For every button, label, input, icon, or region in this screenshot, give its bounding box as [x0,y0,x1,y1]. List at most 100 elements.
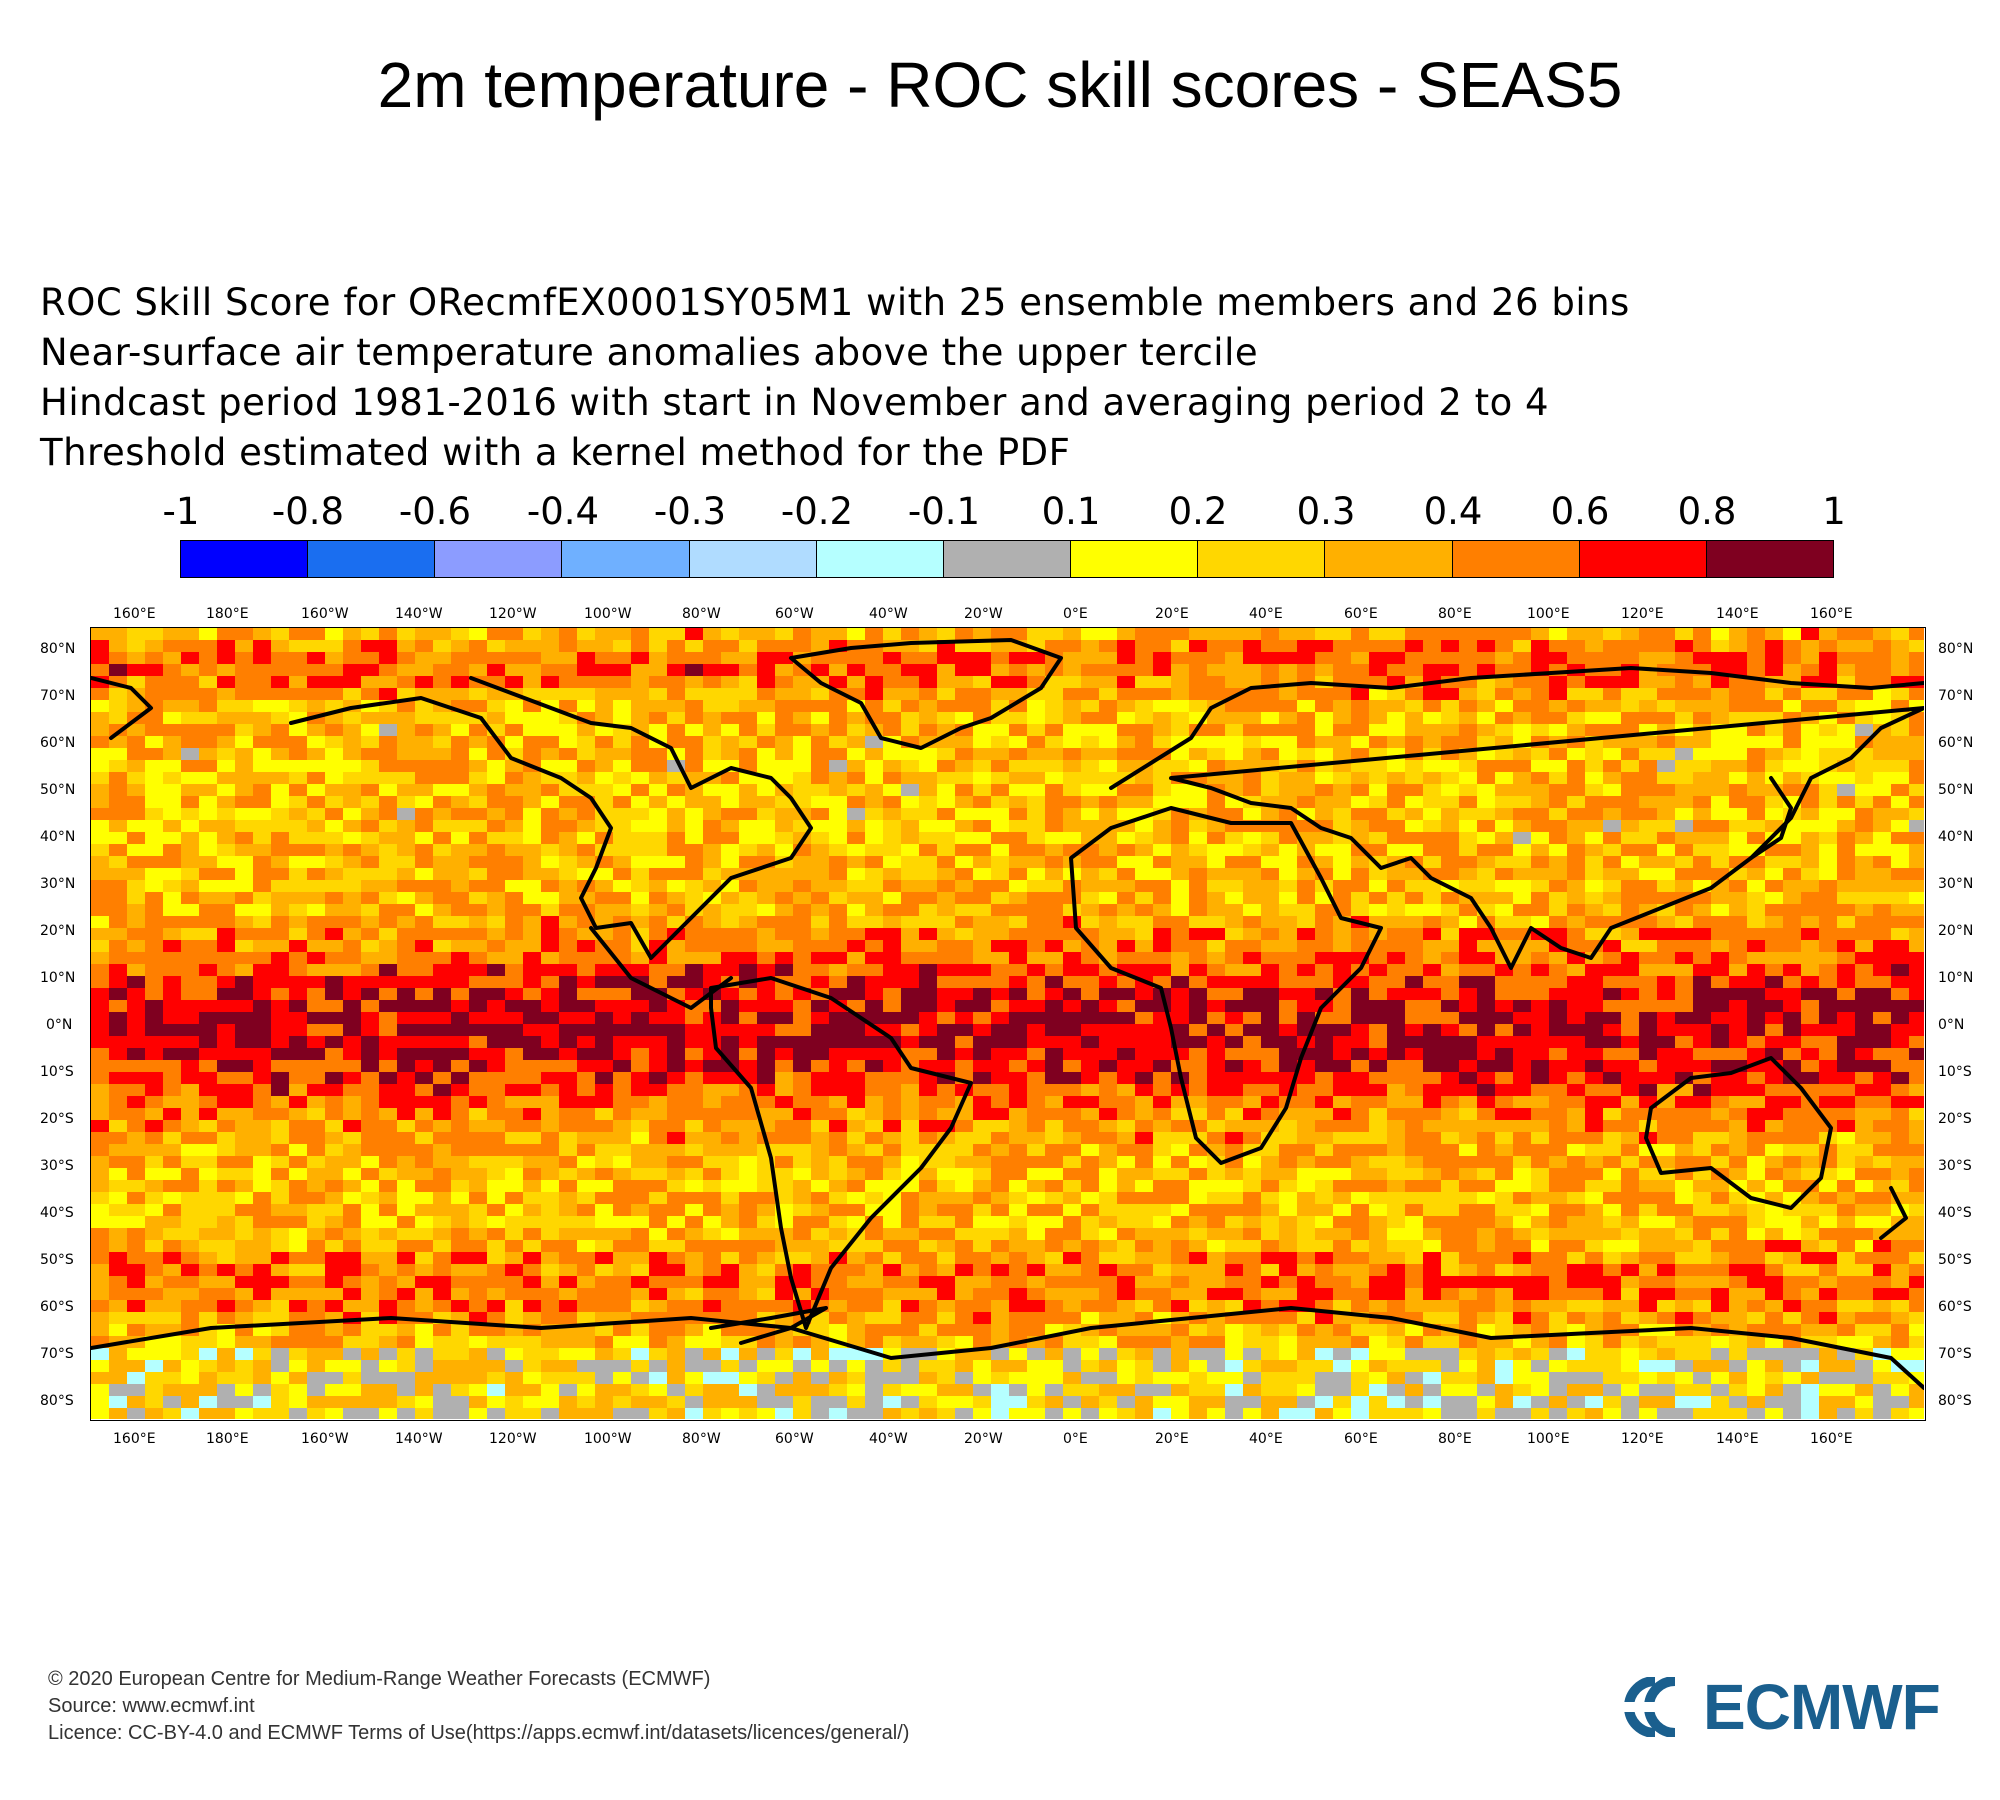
score-cell [685,652,703,664]
score-cell [793,1120,811,1132]
score-cell [1261,1060,1279,1072]
score-cell [1009,964,1027,976]
score-cell [1711,892,1729,904]
score-cell [973,772,991,784]
score-cell [1117,640,1135,652]
score-cell [1369,652,1387,664]
score-cell [883,1096,901,1108]
score-cell [1801,640,1819,652]
score-cell [1009,916,1027,928]
score-cell [703,1108,721,1120]
score-cell [1027,712,1045,724]
score-cell [253,1168,271,1180]
score-cell [1567,640,1585,652]
score-cell [1243,1180,1261,1192]
score-cell [1513,832,1531,844]
score-cell [1891,1000,1909,1012]
score-cell [1639,844,1657,856]
score-cell [1783,952,1801,964]
score-cell [505,856,523,868]
score-cell [577,748,595,760]
score-cell [271,1180,289,1192]
score-cell [451,1072,469,1084]
score-cell [361,1012,379,1024]
score-cell [829,736,847,748]
score-cell [415,1036,433,1048]
score-cell [1729,832,1747,844]
score-cell [199,1084,217,1096]
score-cell [1261,1084,1279,1096]
score-cell [1369,976,1387,988]
score-cell [991,1024,1009,1036]
score-cell [1387,1036,1405,1048]
score-cell [901,808,919,820]
score-cell [1873,772,1891,784]
lat-label: 10°S [1938,1064,1972,1080]
score-cell [1855,1048,1873,1060]
score-cell [1747,1012,1765,1024]
lon-label: 160°E [113,1431,156,1447]
score-cell [577,1072,595,1084]
score-cell [1459,964,1477,976]
score-cell [973,1096,991,1108]
score-cell [1477,880,1495,892]
score-cell [1873,736,1891,748]
score-cell [757,964,775,976]
lat-label: 60°S [1938,1299,1972,1315]
score-cell [595,688,613,700]
score-cell [523,1024,541,1036]
lon-label: 40°W [869,606,908,622]
score-cell [1477,784,1495,796]
score-cell [145,652,163,664]
score-cell [1855,1108,1873,1120]
score-cell [1711,628,1729,640]
score-cell [1243,892,1261,904]
score-cell [1405,1060,1423,1072]
score-cell [1189,916,1207,928]
score-cell [1225,772,1243,784]
score-cell [901,868,919,880]
score-cell [757,1000,775,1012]
score-cell [199,664,217,676]
score-cell [361,1036,379,1048]
score-cell [631,796,649,808]
score-cell [829,1168,847,1180]
score-cell [505,796,523,808]
score-cell [847,916,865,928]
score-cell [1549,1060,1567,1072]
score-cell [1783,700,1801,712]
score-cell [685,1012,703,1024]
score-cell [469,1012,487,1024]
score-cell [631,880,649,892]
score-cell [235,832,253,844]
score-cell [217,1180,235,1192]
score-cell [847,1108,865,1120]
score-cell [811,808,829,820]
score-cell [775,904,793,916]
score-cell [1567,652,1585,664]
score-cell [1009,940,1027,952]
score-cell [469,628,487,640]
score-cell [649,1060,667,1072]
score-cell [1459,820,1477,832]
score-cell [1639,880,1657,892]
score-cell [1657,760,1675,772]
score-cell [577,1060,595,1072]
score-cell [253,1144,271,1156]
score-cell [901,844,919,856]
score-cell [1405,892,1423,904]
score-cell [505,772,523,784]
score-cell [1297,736,1315,748]
score-cell [613,1108,631,1120]
score-cell [739,1120,757,1132]
score-cell [1585,844,1603,856]
score-cell [1387,820,1405,832]
score-cell [955,1180,973,1192]
score-cell [559,796,577,808]
score-cell [1225,664,1243,676]
score-cell [1279,1144,1297,1156]
score-cell [1495,700,1513,712]
score-cell [883,880,901,892]
score-cell [865,868,883,880]
score-cell [1747,940,1765,952]
